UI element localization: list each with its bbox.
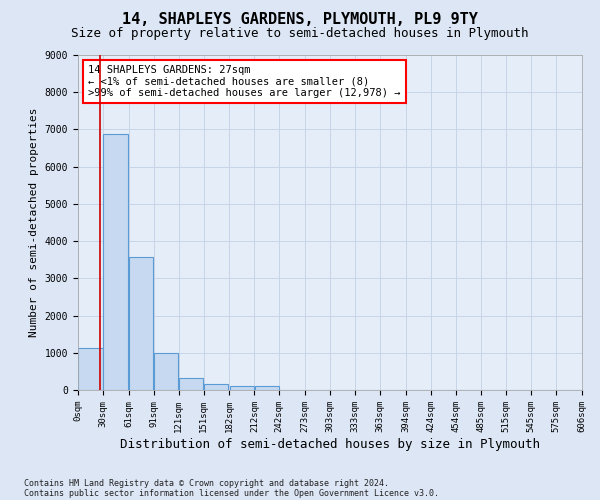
Text: Contains HM Land Registry data © Crown copyright and database right 2024.: Contains HM Land Registry data © Crown c… bbox=[24, 478, 389, 488]
Bar bbox=[154, 353, 178, 390]
Y-axis label: Number of semi-detached properties: Number of semi-detached properties bbox=[29, 108, 39, 337]
Text: 14 SHAPLEYS GARDENS: 27sqm
← <1% of semi-detached houses are smaller (8)
>99% of: 14 SHAPLEYS GARDENS: 27sqm ← <1% of semi… bbox=[88, 65, 401, 98]
Bar bbox=[254, 386, 279, 390]
Text: 14, SHAPLEYS GARDENS, PLYMOUTH, PL9 9TY: 14, SHAPLEYS GARDENS, PLYMOUTH, PL9 9TY bbox=[122, 12, 478, 28]
Bar bbox=[204, 384, 229, 390]
Bar bbox=[129, 258, 154, 390]
Text: Size of property relative to semi-detached houses in Plymouth: Size of property relative to semi-detach… bbox=[71, 28, 529, 40]
Bar bbox=[179, 378, 203, 390]
Text: Contains public sector information licensed under the Open Government Licence v3: Contains public sector information licen… bbox=[24, 488, 439, 498]
X-axis label: Distribution of semi-detached houses by size in Plymouth: Distribution of semi-detached houses by … bbox=[120, 438, 540, 450]
Bar bbox=[103, 134, 128, 390]
Bar bbox=[230, 386, 254, 390]
Bar bbox=[78, 348, 103, 390]
